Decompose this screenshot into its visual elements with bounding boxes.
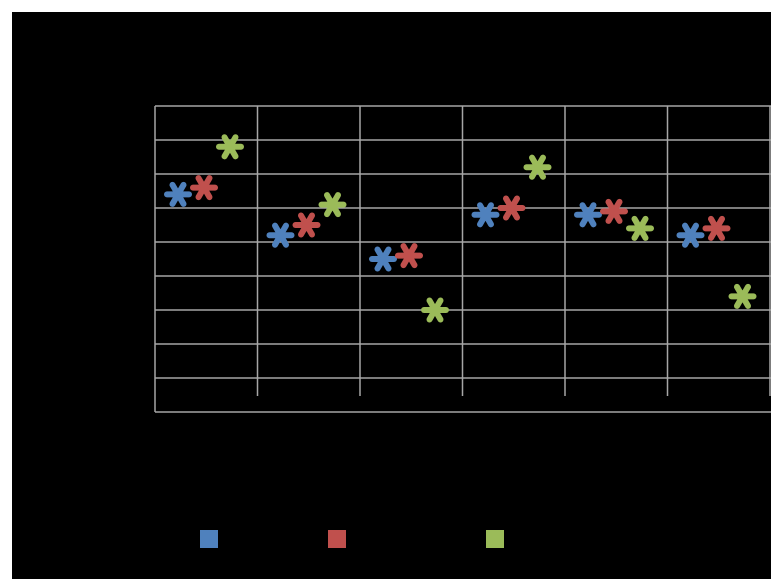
data-point-stroke [272,222,289,248]
data-point [190,175,218,201]
legend-swatch [200,530,218,548]
data-point-stroke [529,154,546,180]
data-point [421,297,449,323]
data-point [471,202,500,228]
data-point-stroke [298,212,315,238]
data-point-stroke [682,222,699,248]
chart-figure [12,12,771,579]
data-point-stroke [324,192,341,218]
data-point [369,246,397,272]
data-point [318,192,347,218]
data-point [523,154,552,180]
data-point-stroke [374,246,392,272]
chart-plot [154,105,771,413]
data-point [216,134,244,160]
data-point-stroke [503,195,520,221]
data-point-stroke [605,198,623,224]
data-point [266,222,295,248]
data-point-stroke [631,215,649,241]
chart-legend [12,530,771,552]
data-point [626,215,654,241]
data-point [702,215,731,241]
data-point [728,283,757,309]
data-point-stroke [221,134,239,160]
data-point [676,222,705,248]
data-point [292,212,321,238]
legend-swatch [328,530,346,548]
legend-swatch [486,530,504,548]
legend-item [328,530,346,548]
data-point-stroke [477,202,494,228]
data-point [497,195,526,221]
data-point-stroke [579,202,597,228]
data-point [395,243,423,269]
legend-item [200,530,218,548]
data-point-stroke [169,181,187,207]
data-point-stroke [400,243,418,269]
data-point [164,181,192,207]
data-point-stroke [426,297,444,323]
data-point-stroke [734,283,751,309]
data-point-stroke [195,175,213,201]
data-point-stroke [708,215,725,241]
data-point [574,202,602,228]
legend-item [486,530,504,548]
data-point [600,198,628,224]
